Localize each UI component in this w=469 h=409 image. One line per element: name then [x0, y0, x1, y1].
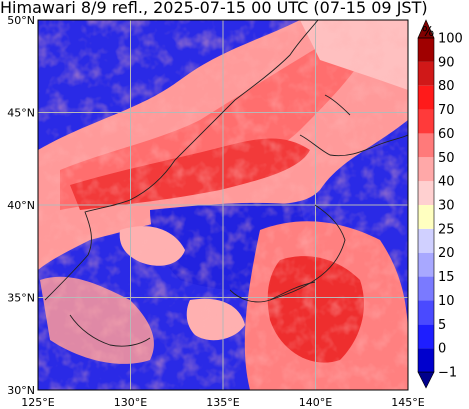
colorbar-tick-label: 90: [438, 55, 455, 70]
colorbar-swatch: [418, 276, 434, 301]
lat-tick-40: 40°N: [7, 199, 35, 212]
colorbar-tick-label: 70: [438, 103, 455, 118]
colorbar-swatch: [418, 157, 434, 182]
lat-tick-35: 35°N: [7, 292, 35, 305]
colorbar-tick-label: 5: [438, 318, 446, 333]
colorbar-swatch: [418, 181, 434, 205]
colorbar-swatch: [418, 348, 434, 372]
colorbar-tick-label: 80: [438, 79, 455, 94]
colorbar-tick-label: 0: [438, 342, 446, 357]
lon-tick-130: 130°E: [114, 396, 147, 409]
colorbar-tick-label: 40: [438, 175, 455, 190]
colorbar: −1 0 5 10 15 20 25 30 40 50 60 70 80 90 100: [417, 19, 463, 389]
colorbar-swatch: [418, 205, 434, 229]
lat-tick-45: 45°N: [7, 107, 35, 120]
map-title: Himawari 8/9 refl., 2025-07-15 00 UTC (0…: [0, 0, 428, 17]
lon-tick-labels: 125°E 130°E 135°E 140°E 145°E: [21, 396, 424, 409]
colorbar-tick-label: 30: [438, 199, 455, 214]
lat-tick-30: 30°N: [7, 384, 35, 397]
lon-tick-145: 145°E: [391, 396, 424, 409]
lon-tick-135: 135°E: [206, 396, 239, 409]
colorbar-tick-label: 15: [438, 270, 455, 285]
colorbar-swatch: [418, 38, 434, 62]
lat-tick-labels: 30°N 35°N 40°N 45°N 50°N: [7, 14, 35, 397]
colorbar-tick-label: 25: [438, 222, 455, 237]
plot-frame: [37, 19, 409, 391]
colorbar-tick-label: 20: [438, 246, 455, 261]
colorbar-tick-label: 10: [438, 294, 455, 309]
colorbar-swatch: [418, 228, 434, 253]
colorbar-tick-label: 50: [438, 151, 455, 166]
colorbar-swatch: [418, 61, 434, 86]
colorbar-swatch: [418, 324, 434, 349]
lat-tick-50: 50°N: [7, 14, 35, 27]
lon-tick-140: 140°E: [299, 396, 332, 409]
colorbar-tick-label: 60: [438, 127, 455, 142]
reflectivity-field: [38, 20, 408, 390]
colorbar-swatch: [418, 300, 434, 325]
colorbar-swatch: [418, 133, 434, 158]
colorbar-extend-low: [417, 371, 435, 389]
colorbar-swatch: [418, 85, 434, 110]
colorbar-swatch: [418, 252, 434, 277]
colorbar-unit: %: [422, 25, 434, 40]
lon-tick-125: 125°E: [21, 396, 54, 409]
colorbar-tick-label: 100: [438, 32, 463, 47]
colorbar-tick-label: −1: [438, 366, 457, 381]
colorbar-swatch: [418, 109, 434, 134]
